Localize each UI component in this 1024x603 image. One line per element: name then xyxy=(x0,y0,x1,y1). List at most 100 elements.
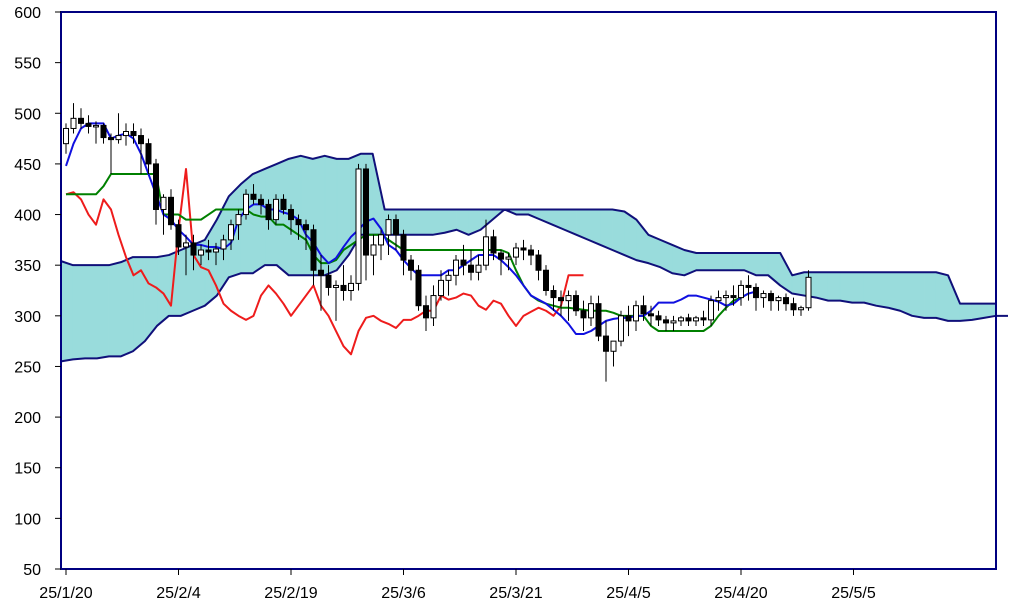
candle xyxy=(775,295,782,311)
cloud-segment xyxy=(240,173,254,274)
candle xyxy=(78,108,84,129)
candle xyxy=(115,113,122,144)
candle xyxy=(145,138,152,175)
candle-body-down xyxy=(603,335,609,352)
candle xyxy=(333,280,339,321)
candle xyxy=(715,290,722,311)
candle xyxy=(85,115,92,134)
candle-body-up xyxy=(618,315,624,342)
candle xyxy=(595,295,602,342)
candle-body-down xyxy=(423,305,429,319)
candle-body-up xyxy=(453,259,459,276)
candle-body-up xyxy=(63,127,69,145)
x-tick-label: 25/4/5 xyxy=(606,585,651,602)
candle xyxy=(565,290,572,321)
candle xyxy=(175,219,182,256)
candle xyxy=(603,320,609,382)
candle-body-up xyxy=(213,248,219,253)
candle-body-up xyxy=(355,168,362,284)
candle xyxy=(93,121,99,144)
candle-body-up xyxy=(798,307,804,311)
candle-body-down xyxy=(783,297,789,305)
cloud-segment xyxy=(96,264,110,359)
cloud-segment xyxy=(851,271,865,303)
candle xyxy=(70,103,77,134)
candle-body-up xyxy=(715,297,722,302)
candlesticks xyxy=(63,103,812,382)
candle xyxy=(790,297,797,316)
candle xyxy=(738,280,744,306)
candle xyxy=(745,275,752,301)
candle-body-up xyxy=(565,295,572,302)
candle xyxy=(310,224,317,286)
candle-body-up xyxy=(588,303,594,319)
candle-body-up xyxy=(93,124,99,128)
y-tick-label: 350 xyxy=(14,258,41,275)
cloud-segment xyxy=(612,209,625,256)
cloud-segment xyxy=(420,209,433,236)
candle-body-down xyxy=(288,208,294,221)
candle-body-up xyxy=(430,295,437,319)
candle-body-down xyxy=(528,249,534,256)
candle xyxy=(520,239,527,261)
candle xyxy=(543,265,549,296)
candle xyxy=(670,315,677,332)
candle xyxy=(235,209,242,240)
candle xyxy=(423,295,429,332)
candle-body-up xyxy=(693,317,699,322)
y-tick-label: 400 xyxy=(14,208,41,225)
candle-body-down xyxy=(535,254,542,271)
candle xyxy=(685,313,692,326)
candle-body-down xyxy=(768,293,774,302)
candle-body-down xyxy=(325,274,332,288)
candle-body-up xyxy=(115,135,122,141)
cloud-segment xyxy=(755,252,769,276)
candle-body-down xyxy=(318,269,324,276)
candle-body-down xyxy=(520,247,527,251)
cloud-segment xyxy=(899,271,913,317)
candle xyxy=(355,163,362,291)
candle xyxy=(228,219,234,250)
candle-body-down xyxy=(790,303,797,311)
candle-body-down xyxy=(580,310,587,319)
candle xyxy=(445,270,452,296)
candle-body-up xyxy=(760,293,767,299)
y-tick-label: 250 xyxy=(14,359,41,376)
candle-body-up xyxy=(273,198,279,221)
candle-body-up xyxy=(183,242,189,248)
candle xyxy=(678,315,684,326)
candle-body-up xyxy=(610,340,617,352)
candle xyxy=(633,300,639,332)
candle xyxy=(468,249,474,281)
candle xyxy=(460,244,467,276)
candle xyxy=(550,285,557,311)
candle xyxy=(363,163,369,281)
candle-body-down xyxy=(78,117,84,124)
candle xyxy=(760,290,767,308)
candle xyxy=(408,255,414,281)
cloud-segment xyxy=(708,252,721,271)
candle xyxy=(475,255,482,281)
candle xyxy=(378,229,384,261)
candle xyxy=(393,214,399,250)
cloud-segment xyxy=(887,271,901,312)
candle xyxy=(153,158,159,225)
candle xyxy=(663,315,669,332)
candle-body-up xyxy=(235,214,242,226)
cloud-segment xyxy=(839,271,853,304)
candle xyxy=(490,229,497,261)
cloud-segment xyxy=(863,271,877,307)
candle-body-down xyxy=(130,131,137,137)
candle xyxy=(385,214,392,256)
candle-body-down xyxy=(415,269,422,307)
candle-body-down xyxy=(175,224,182,248)
cloud-segment xyxy=(600,209,613,251)
candle xyxy=(573,290,579,316)
candle xyxy=(190,234,197,271)
candle xyxy=(558,290,564,316)
candle-body-down xyxy=(490,236,497,254)
candle xyxy=(730,285,737,306)
candle-body-down xyxy=(153,163,159,210)
candle-body-up xyxy=(505,256,512,260)
candle xyxy=(805,270,812,311)
